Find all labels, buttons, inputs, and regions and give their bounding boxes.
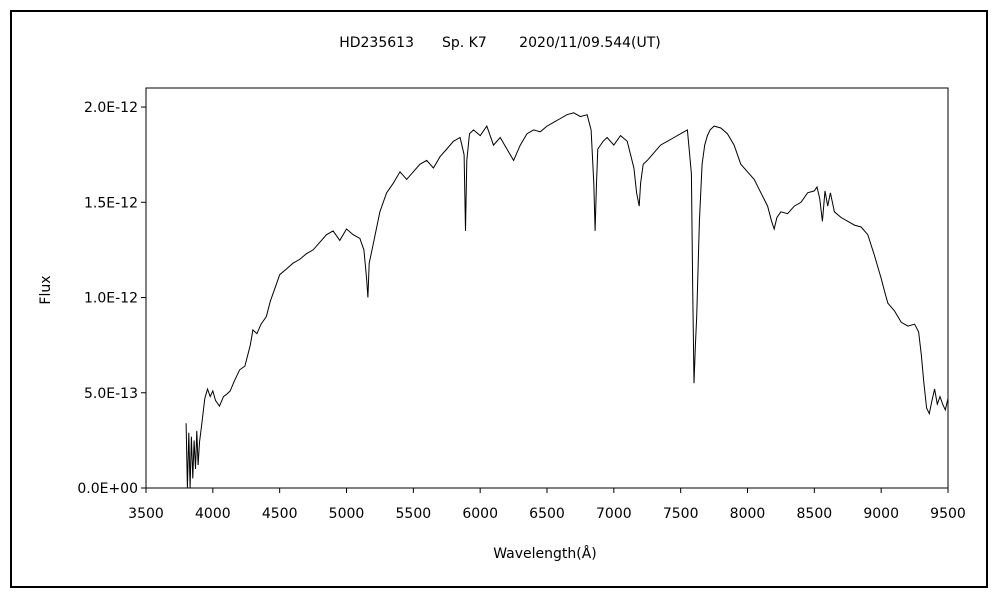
y-tick-label: 1.0E-12 xyxy=(84,291,138,307)
x-axis: 3500 4000 4500 5000 5500 6000 6500 7000 7500 8000… xyxy=(128,488,966,522)
x-tick-label: 5000 xyxy=(329,506,365,522)
x-tick-label: 9500 xyxy=(930,506,966,522)
y-tick-label: 2.0E-12 xyxy=(84,100,138,116)
x-tick-label: 7500 xyxy=(663,506,699,522)
y-axis: 0.0E+00 5.0E-13 1.0E-12 1.5E-12 2.0E-12 xyxy=(77,100,146,497)
y-tick-label: 5.0E-13 xyxy=(84,386,138,402)
x-tick-label: 7000 xyxy=(596,506,632,522)
y-tick-label: 0.0E+00 xyxy=(77,481,138,497)
x-axis-title: Wavelength(Å) xyxy=(493,545,597,562)
x-tick-label: 8000 xyxy=(730,506,766,522)
y-axis-title: Flux xyxy=(38,275,54,304)
chart-frame xyxy=(10,10,988,588)
x-tick-label: 4000 xyxy=(195,506,231,522)
x-tick-label: 5500 xyxy=(396,506,432,522)
x-tick-label: 9000 xyxy=(863,506,899,522)
x-tick-label: 6000 xyxy=(462,506,498,522)
x-tick-label: 3500 xyxy=(128,506,164,522)
x-tick-label: 4500 xyxy=(262,506,298,522)
plot-area xyxy=(145,87,949,489)
x-tick-label: 6500 xyxy=(529,506,565,522)
y-tick-label: 1.5E-12 xyxy=(84,195,138,211)
chart-title: HD235613 Sp. K7 2020/11/09.544(UT) xyxy=(339,35,661,51)
x-tick-label: 8500 xyxy=(797,506,833,522)
spectrum-line xyxy=(185,112,949,489)
